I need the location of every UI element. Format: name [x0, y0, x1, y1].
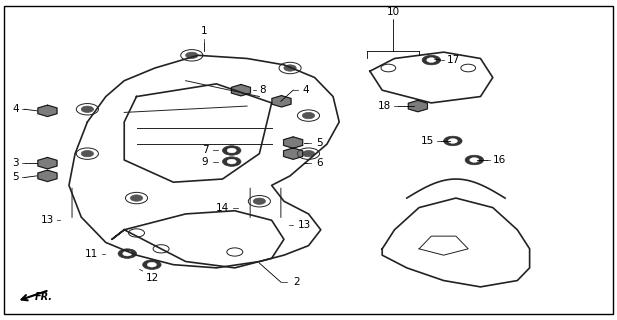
Circle shape	[444, 136, 462, 146]
Text: 8: 8	[259, 85, 266, 95]
Polygon shape	[284, 148, 303, 159]
Circle shape	[302, 112, 315, 119]
Circle shape	[223, 146, 241, 155]
Circle shape	[422, 55, 441, 65]
Circle shape	[147, 262, 157, 267]
Text: 10: 10	[387, 7, 400, 17]
Polygon shape	[272, 96, 291, 107]
Circle shape	[465, 155, 484, 165]
Polygon shape	[231, 84, 251, 96]
Text: 4: 4	[12, 104, 19, 114]
Text: 1: 1	[201, 26, 207, 36]
Polygon shape	[408, 100, 428, 112]
Text: 2: 2	[293, 277, 300, 287]
Text: 4: 4	[302, 85, 309, 95]
Circle shape	[130, 195, 143, 201]
Circle shape	[223, 157, 241, 166]
Circle shape	[448, 139, 457, 143]
Circle shape	[186, 52, 198, 59]
Circle shape	[470, 158, 479, 162]
Text: 14: 14	[215, 203, 229, 212]
Text: 13: 13	[40, 215, 54, 225]
Circle shape	[81, 106, 94, 112]
Text: 5: 5	[12, 172, 19, 182]
Text: 12: 12	[146, 273, 159, 283]
Circle shape	[284, 65, 296, 71]
Circle shape	[123, 251, 132, 256]
Circle shape	[81, 150, 94, 157]
Circle shape	[118, 249, 136, 258]
Text: 17: 17	[447, 55, 460, 65]
Circle shape	[427, 58, 436, 62]
Text: 9: 9	[202, 156, 209, 167]
Circle shape	[253, 198, 265, 204]
Text: 15: 15	[421, 136, 434, 146]
Polygon shape	[284, 137, 303, 148]
Polygon shape	[38, 157, 57, 169]
Text: FR.: FR.	[35, 292, 53, 302]
Text: 7: 7	[202, 146, 209, 156]
Text: 3: 3	[12, 158, 19, 168]
Polygon shape	[38, 170, 57, 181]
Circle shape	[143, 260, 161, 269]
Circle shape	[227, 148, 236, 153]
Text: 5: 5	[316, 138, 323, 148]
Text: 11: 11	[85, 249, 99, 259]
Text: 18: 18	[378, 101, 391, 111]
Text: 6: 6	[316, 158, 323, 168]
Text: 16: 16	[493, 155, 506, 165]
Text: 13: 13	[298, 220, 312, 230]
Circle shape	[302, 150, 315, 157]
Polygon shape	[38, 105, 57, 116]
Circle shape	[227, 159, 236, 164]
